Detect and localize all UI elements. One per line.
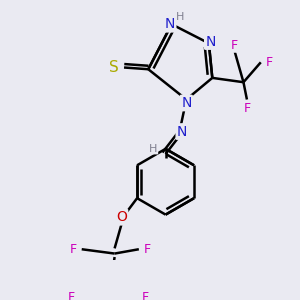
Text: F: F <box>70 243 76 256</box>
Text: H: H <box>149 144 158 154</box>
Text: F: F <box>266 56 273 69</box>
Text: N: N <box>165 17 175 31</box>
Text: N: N <box>181 96 191 110</box>
Text: F: F <box>243 102 250 115</box>
Text: F: F <box>141 291 148 300</box>
Text: F: F <box>68 291 75 300</box>
Text: F: F <box>144 243 151 256</box>
Text: N: N <box>206 34 216 49</box>
Text: S: S <box>109 60 118 75</box>
Text: H: H <box>176 12 184 22</box>
Text: N: N <box>177 124 187 139</box>
Text: O: O <box>116 210 127 224</box>
Text: F: F <box>231 38 239 52</box>
